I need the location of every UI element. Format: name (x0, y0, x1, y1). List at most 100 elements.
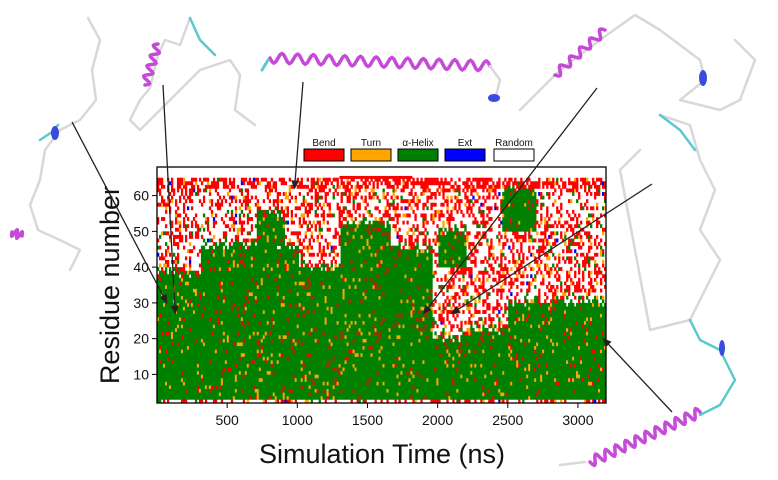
heat-cell (246, 317, 250, 322)
heat-cell (186, 381, 190, 386)
heat-cell (180, 370, 184, 375)
heat-cell (206, 395, 210, 400)
heat-cell (244, 206, 248, 211)
heat-cell (166, 377, 170, 382)
heat-cell (162, 327, 166, 332)
heat-cell (328, 227, 331, 232)
heat-cell (192, 177, 196, 182)
heat-cell (338, 209, 341, 214)
heat-cell (230, 259, 234, 264)
heat-cell (318, 370, 321, 375)
heat-cell (276, 238, 280, 243)
heat-cell (298, 335, 301, 339)
heat-cell (348, 288, 351, 293)
heat-cell (250, 252, 254, 257)
heat-cell (294, 327, 297, 332)
heat-cell (256, 242, 260, 246)
heat-cell (200, 295, 204, 300)
heat-cell (306, 360, 309, 364)
heat-cell (278, 377, 282, 382)
heat-cell (240, 395, 244, 400)
heat-cell (288, 259, 292, 264)
heat-cell (158, 360, 162, 364)
heat-cell (182, 267, 186, 271)
heat-cell (262, 295, 266, 300)
heat-cell (334, 320, 337, 325)
heat-cell (326, 324, 329, 329)
heat-cell (278, 385, 282, 389)
heat-cell (194, 277, 198, 282)
heat-cell (258, 227, 262, 232)
heat-cell (164, 335, 168, 339)
heat-cell (242, 331, 246, 336)
heat-cell (172, 374, 176, 379)
heat-cell (172, 392, 176, 397)
heat-cell (274, 324, 278, 329)
heat-cell (348, 313, 351, 318)
heat-cell (236, 249, 240, 254)
heat-cell (294, 349, 297, 354)
heat-cell (264, 338, 268, 343)
heat-cell (228, 227, 232, 232)
heat-cell (178, 338, 182, 343)
heat-cell (202, 299, 206, 304)
heat-cell (290, 370, 293, 375)
heat-cell (340, 263, 343, 268)
heat-cell (328, 285, 331, 289)
heat-cell (172, 363, 176, 368)
heat-cell (182, 292, 186, 297)
heat-cell (222, 195, 226, 200)
heat-cell (192, 317, 196, 322)
heat-cell (274, 259, 278, 264)
heat-cell (268, 231, 272, 236)
heat-cell (302, 274, 305, 279)
heat-cell (176, 306, 180, 311)
heat-cell (162, 285, 166, 289)
heat-cell (240, 209, 244, 214)
heat-cell (182, 377, 186, 382)
heat-cell (332, 299, 335, 304)
heat-cell (266, 342, 270, 347)
heat-cell (340, 242, 343, 246)
heat-cell (300, 374, 303, 379)
heat-cell (246, 231, 250, 236)
heat-cell (276, 345, 280, 350)
heat-cell (262, 335, 266, 339)
heat-cell (180, 327, 184, 332)
heat-cell (204, 342, 208, 347)
heat-cell (286, 317, 290, 322)
heat-cell (338, 295, 341, 300)
heat-cell (314, 277, 317, 282)
heat-cell (164, 385, 168, 389)
heat-cell (172, 388, 176, 393)
heat-cell (266, 227, 270, 232)
heat-cell (162, 263, 166, 268)
heat-cell (248, 324, 252, 329)
heat-cell (220, 338, 224, 343)
heat-cell (210, 285, 214, 289)
heat-cell (232, 320, 236, 325)
heat-cell (202, 245, 206, 250)
heat-cell (304, 292, 307, 297)
heat-cell (290, 345, 293, 350)
heat-cell (210, 317, 214, 322)
heat-cell (310, 356, 313, 361)
heat-cell (254, 238, 258, 243)
heat-cell (330, 352, 333, 357)
heat-cell (352, 377, 355, 382)
heat-cell (330, 324, 333, 329)
heat-cell (254, 385, 258, 389)
heat-cell (310, 299, 313, 304)
heat-cell (250, 381, 254, 386)
heat-cell (224, 238, 228, 243)
heat-cell (240, 313, 244, 318)
heat-cell (202, 360, 206, 364)
heat-cell (206, 281, 210, 286)
heat-cell (320, 277, 323, 282)
heat-cell (194, 349, 198, 354)
heat-cell (340, 259, 343, 264)
heat-cell (286, 370, 290, 375)
heat-cell (342, 374, 345, 379)
heat-cell (200, 324, 204, 329)
heat-cell (180, 381, 184, 386)
